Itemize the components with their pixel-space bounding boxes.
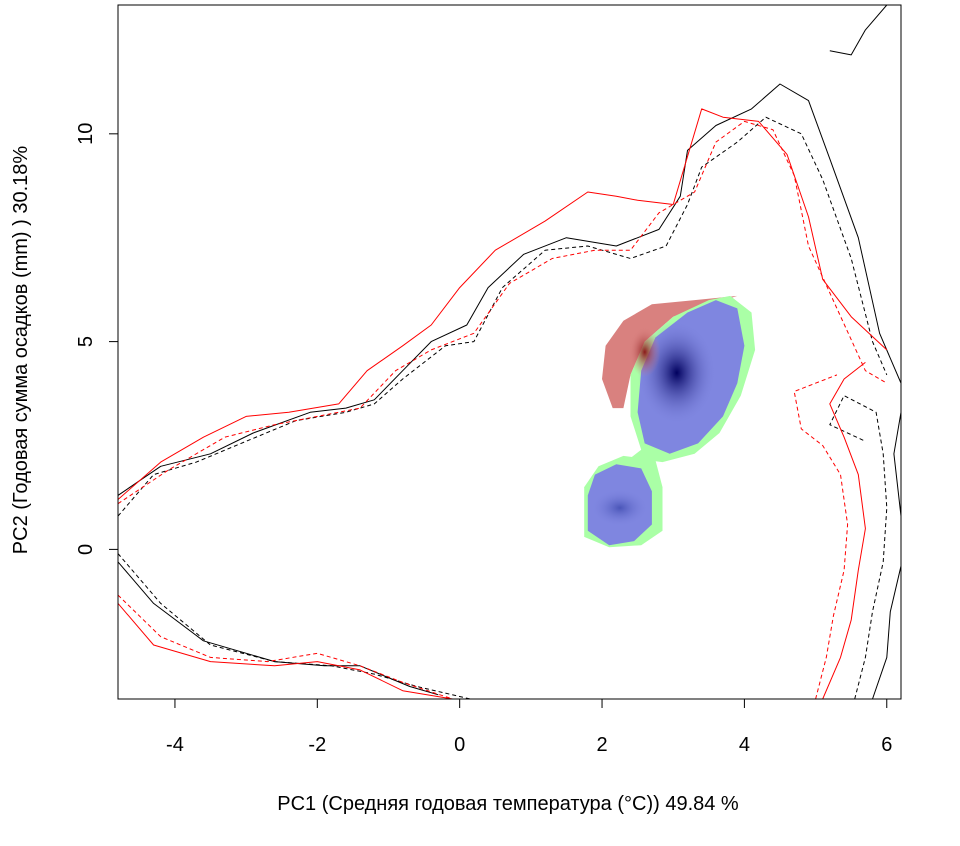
contour-black-solid-main [118,83,901,496]
axis-ticks: -4 -2 0 2 4 6 0 5 10 [75,123,892,756]
contour-lines [118,5,901,699]
contour-black-solid-bottom [118,561,439,696]
contour-red-dashed-main [118,120,888,505]
contour-black-dashed-right [829,395,888,699]
density-regions [584,295,756,548]
region-red-only [602,295,738,409]
contour-red-dashed-right [793,374,849,699]
x-tick-label: 6 [881,734,892,756]
x-tick-label: 2 [596,734,607,756]
core-red-dark [629,327,661,377]
x-tick-label: 4 [739,734,750,756]
x-tick-label: 0 [454,734,465,756]
contour-black-dashed-bottom [118,553,471,699]
contour-red-dashed-bottom [118,594,453,699]
contour-red-solid-main [118,108,888,500]
y-tick-label: 0 [75,544,97,555]
x-axis-title: PC1 (Средняя годовая температура (°C)) 4… [277,793,739,815]
y-tick-label: 10 [75,123,97,145]
contour-red-solid-right [822,362,866,699]
plot-frame [117,4,902,700]
y-tick-label: 5 [75,336,97,347]
contour-black-solid-topright [829,5,888,56]
contour-red-solid-bottom [118,603,453,699]
x-tick-label: -4 [166,734,184,756]
y-axis-title: PC2 (Годовая сумма осадков (mm) ) 30.18% [10,146,32,555]
contour-black-dashed-main [118,116,888,517]
x-tick-label: -2 [308,734,326,756]
contour-black-solid-right [872,412,901,699]
core-small-core [591,489,649,527]
